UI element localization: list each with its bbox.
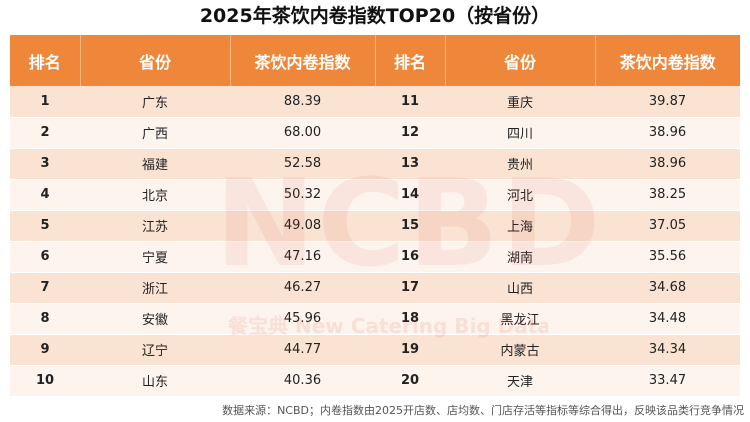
- province-cell-right: 湖南: [445, 241, 595, 273]
- index-value-cell-right: 37.05: [595, 210, 740, 242]
- index-value-cell-left: 40.36: [230, 365, 375, 397]
- chart-title: 2025年茶饮内卷指数TOP20（按省份）: [199, 5, 551, 27]
- index-value-cell-left: 47.16: [230, 241, 375, 273]
- province-cell-left: 浙江: [80, 272, 230, 304]
- province-cell-left: 江苏: [80, 210, 230, 242]
- table-row: 9 辽宁 44.77 19 内蒙古 34.34: [10, 334, 740, 366]
- province-cell-right: 贵州: [445, 148, 595, 180]
- province-cell-right: 上海: [445, 210, 595, 242]
- province-cell-right: 内蒙古: [445, 334, 595, 366]
- table-row: 3 福建 52.58 13 贵州 38.96: [10, 148, 740, 180]
- rank-cell-right: 20: [375, 365, 445, 397]
- table-row: 7 浙江 46.27 17 山西 34.68: [10, 272, 740, 304]
- index-value-cell-left: 44.77: [230, 334, 375, 366]
- index-value-cell-right: 38.96: [595, 148, 740, 180]
- province-cell-left: 安徽: [80, 303, 230, 335]
- table-row: 10 山东 40.36 20 天津 33.47: [10, 365, 740, 397]
- rank-cell-right: 17: [375, 272, 445, 304]
- table-row: 8 安徽 45.96 18 黑龙江 34.48: [10, 303, 740, 335]
- province-cell-right: 天津: [445, 365, 595, 397]
- index-value-cell-right: 39.87: [595, 86, 740, 118]
- index-value-cell-right: 34.34: [595, 334, 740, 366]
- province-cell-right: 四川: [445, 117, 595, 149]
- index-value-cell-left: 68.00: [230, 117, 375, 149]
- rank-cell-left: 8: [10, 303, 80, 335]
- header-province-right: 省份: [445, 35, 596, 86]
- rank-cell-right: 15: [375, 210, 445, 242]
- province-cell-left: 广西: [80, 117, 230, 149]
- province-cell-left: 北京: [80, 179, 230, 211]
- index-value-cell-right: 38.96: [595, 117, 740, 149]
- index-value-cell-right: 34.48: [595, 303, 740, 335]
- province-cell-right: 重庆: [445, 86, 595, 118]
- table-row: 2 广西 68.00 12 四川 38.96: [10, 117, 740, 149]
- province-cell-left: 山东: [80, 365, 230, 397]
- table-header-row: 排名 省份 茶饮内卷指数 排名 省份 茶饮内卷指数: [10, 35, 740, 86]
- province-cell-left: 辽宁: [80, 334, 230, 366]
- index-value-cell-left: 49.08: [230, 210, 375, 242]
- province-cell-right: 河北: [445, 179, 595, 211]
- header-rank-right: 排名: [375, 35, 446, 86]
- province-cell-left: 广东: [80, 86, 230, 118]
- table-row: 4 北京 50.32 14 河北 38.25: [10, 179, 740, 211]
- province-cell-right: 黑龙江: [445, 303, 595, 335]
- province-cell-left: 宁夏: [80, 241, 230, 273]
- rank-cell-right: 16: [375, 241, 445, 273]
- index-value-cell-right: 38.25: [595, 179, 740, 211]
- index-value-cell-right: 33.47: [595, 365, 740, 397]
- rank-cell-left: 2: [10, 117, 80, 149]
- rank-cell-left: 5: [10, 210, 80, 242]
- rank-cell-left: 4: [10, 179, 80, 211]
- rank-cell-right: 11: [375, 86, 445, 118]
- rank-cell-right: 14: [375, 179, 445, 211]
- rank-cell-right: 12: [375, 117, 445, 149]
- index-value-cell-left: 46.27: [230, 272, 375, 304]
- rank-cell-left: 1: [10, 86, 80, 118]
- header-rank-left: 排名: [10, 35, 81, 86]
- province-cell-left: 福建: [80, 148, 230, 180]
- rank-cell-left: 10: [10, 365, 80, 397]
- rank-cell-left: 3: [10, 148, 80, 180]
- table-row: 6 宁夏 47.16 16 湖南 35.56: [10, 241, 740, 273]
- table-body: 1 广东 88.39 11 重庆 39.87 2 广西 68.00 12 四川 38.96 3 福建 52.…: [10, 86, 740, 397]
- index-value-cell-left: 50.32: [230, 179, 375, 211]
- table-row: 1 广东 88.39 11 重庆 39.87: [10, 86, 740, 118]
- index-value-cell-right: 34.68: [595, 272, 740, 304]
- index-value-cell-left: 45.96: [230, 303, 375, 335]
- rank-cell-left: 7: [10, 272, 80, 304]
- header-index-right: 茶饮内卷指数: [595, 35, 740, 86]
- rank-cell-left: 6: [10, 241, 80, 273]
- province-cell-right: 山西: [445, 272, 595, 304]
- rank-cell-right: 18: [375, 303, 445, 335]
- index-value-cell-left: 88.39: [230, 86, 375, 118]
- source-note: 数据来源：NCBD；内卷指数由2025开店数、店均数、门店存活等指标等综合得出，…: [222, 404, 744, 417]
- index-value-cell-left: 52.58: [230, 148, 375, 180]
- header-index-left: 茶饮内卷指数: [230, 35, 376, 86]
- rank-cell-left: 9: [10, 334, 80, 366]
- ranking-table: 排名 省份 茶饮内卷指数 排名 省份 茶饮内卷指数 1 广东 88.39 11 重庆 39…: [10, 35, 740, 397]
- table-row: 5 江苏 49.08 15 上海 37.05: [10, 210, 740, 242]
- index-value-cell-right: 35.56: [595, 241, 740, 273]
- header-province-left: 省份: [80, 35, 231, 86]
- rank-cell-right: 13: [375, 148, 445, 180]
- rank-cell-right: 19: [375, 334, 445, 366]
